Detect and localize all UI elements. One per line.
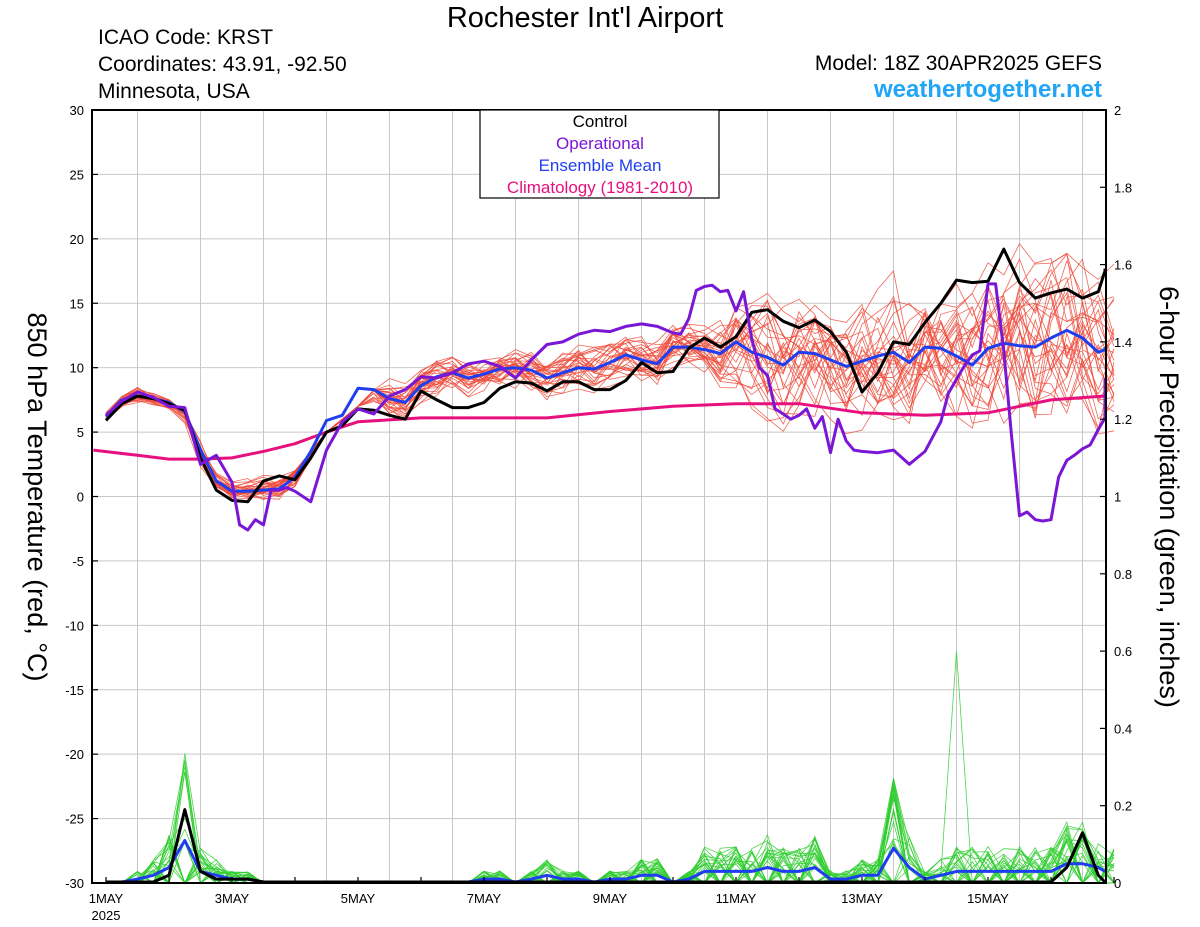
temp-member-line: [105, 270, 1115, 495]
precip-member-line: [106, 789, 1115, 884]
tick-label-bottom: 5MAY: [341, 891, 376, 906]
y-left-label: 850 hPa Temperature (red, °C): [22, 313, 52, 682]
precip-member-line: [106, 759, 1115, 884]
temp-member-line: [105, 305, 1115, 495]
tick-label-bottom: 15MAY: [967, 891, 1009, 906]
tick-label-left: 5: [77, 425, 84, 440]
climatology-temp-line: [93, 394, 1106, 461]
tick-label-left: 0: [77, 490, 84, 505]
precip-member-line: [106, 651, 1115, 884]
y-right-label: 6-hour Precipitation (green, inches): [1154, 286, 1184, 708]
tick-label-left: 30: [70, 103, 84, 118]
axis-ticks: 302520151050-5-10-15-20-25-3021.81.61.41…: [65, 103, 1132, 923]
site-link[interactable]: weathertogether.net: [873, 76, 1102, 103]
region: Minnesota, USA: [98, 80, 250, 103]
model-run: Model: 18Z 30APR2025 GEFS: [814, 52, 1102, 75]
coordinates: Coordinates: 43.91, -92.50: [98, 53, 347, 76]
tick-label-left: 15: [70, 296, 84, 311]
tick-label-bottom: 3MAY: [215, 891, 250, 906]
tick-label-bottom: 11MAY: [716, 891, 757, 906]
tick-label-left: -15: [65, 683, 84, 698]
operational-temp-line: [105, 282, 1107, 532]
tick-label-right: 1.6: [1114, 258, 1132, 273]
tick-label-left: -25: [65, 812, 84, 827]
legend-ensemble-mean: Ensemble Mean: [539, 156, 662, 175]
tick-label-left: 10: [70, 361, 84, 376]
chart-title: Rochester Int'l Airport: [446, 2, 724, 34]
tick-label-bottom: 13MAY: [841, 891, 883, 906]
tick-label-left: -10: [65, 618, 84, 633]
legend-box: Control Operational Ensemble Mean Climat…: [479, 109, 720, 199]
tick-label-left: -20: [65, 747, 84, 762]
tick-label-right: 1: [1114, 490, 1121, 505]
tick-label-right: 0.6: [1114, 644, 1132, 659]
tick-label-left: 20: [70, 232, 84, 247]
temp-member-line: [105, 258, 1115, 496]
tick-label-left: 25: [70, 167, 84, 182]
tick-label-right: 0.2: [1114, 799, 1132, 814]
tick-label-right: 1.4: [1114, 335, 1132, 350]
temp-member-line: [105, 286, 1115, 496]
temp-member-line: [105, 300, 1115, 499]
ensemble-members: [105, 242, 1115, 885]
tick-label-left: -5: [72, 554, 84, 569]
tick-label-left: -30: [65, 876, 84, 891]
tick-label-bottom: 7MAY: [467, 891, 502, 906]
legend-climatology: Climatology (1981-2010): [507, 178, 693, 197]
temp-member-line: [105, 268, 1115, 495]
temp-member-line: [105, 308, 1115, 493]
legend-operational: Operational: [556, 134, 644, 153]
tick-label-right: 0.8: [1114, 567, 1132, 582]
control-temp-line: [104, 247, 1107, 504]
tick-label-right: 1.8: [1114, 180, 1132, 195]
legend-control: Control: [573, 112, 628, 131]
tick-label-bottom: 9MAY: [593, 891, 628, 906]
tick-label-right: 1.2: [1114, 412, 1132, 427]
tick-label-right: 0: [1114, 876, 1121, 891]
temp-member-line: [105, 276, 1115, 494]
temp-member-line: [105, 259, 1115, 500]
precip-member-line: [106, 781, 1114, 884]
tick-sublabel-bottom: 2025: [92, 908, 121, 923]
tick-label-right: 0.4: [1114, 721, 1132, 736]
tick-label-bottom: 1MAY: [89, 891, 124, 906]
icao-code: ICAO Code: KRST: [98, 26, 274, 49]
tick-label-right: 2: [1114, 103, 1121, 118]
